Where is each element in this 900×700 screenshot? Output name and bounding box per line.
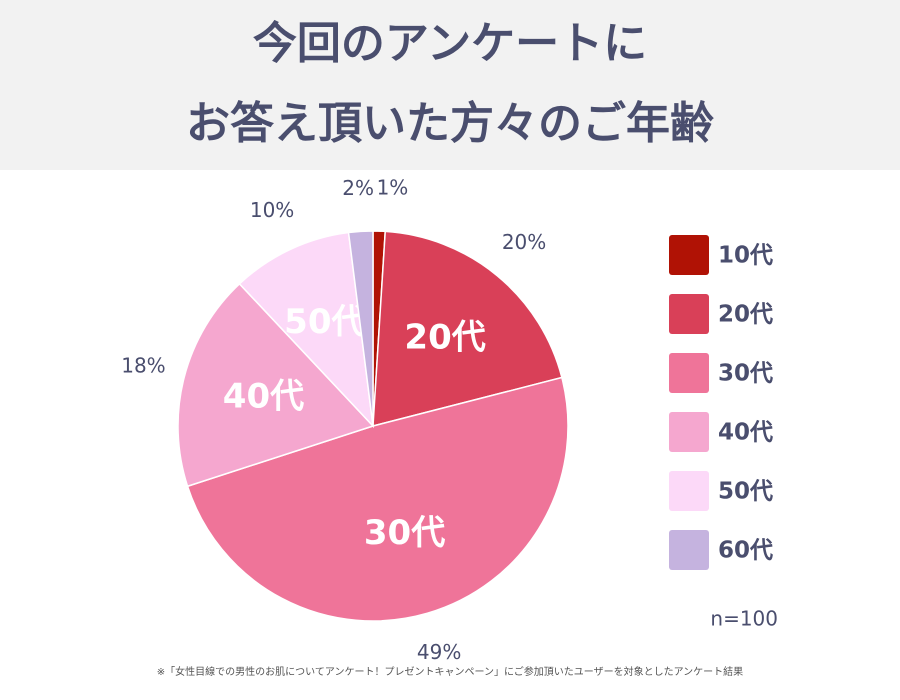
value-label: 18% xyxy=(121,354,165,378)
header-band xyxy=(0,0,900,170)
legend-swatch xyxy=(669,530,709,570)
pie-slice xyxy=(372,230,563,427)
footnote: ※「女性目線での男性のお肌についてアンケート！プレゼントキャンペーン」にご参加頂… xyxy=(157,665,743,678)
chart-title: 今回のアンケートに xyxy=(253,18,647,69)
chart-title: お答え頂いた方々のご年齢 xyxy=(186,98,714,149)
pie-slice xyxy=(177,282,375,488)
value-label: 1% xyxy=(377,176,409,200)
legend-label: 10代 xyxy=(718,243,773,269)
slice-label: 40代 xyxy=(223,376,304,416)
legend-label: 40代 xyxy=(718,420,773,446)
slice-label: 30代 xyxy=(364,513,445,553)
sample-size: n=100 xyxy=(710,607,778,631)
legend-label: 20代 xyxy=(718,302,773,328)
value-label: 49% xyxy=(417,640,461,664)
legend-swatch xyxy=(669,353,709,393)
pie-slice xyxy=(238,231,375,429)
legend-swatch xyxy=(669,471,709,511)
value-label: 2% xyxy=(342,176,374,200)
pie-slice xyxy=(347,230,374,427)
legend-label: 30代 xyxy=(718,361,773,387)
slice-label: 50代 xyxy=(284,302,365,342)
pie-slice xyxy=(186,376,569,622)
legend-swatch xyxy=(669,235,709,275)
legend-label: 50代 xyxy=(718,479,773,505)
value-label: 10% xyxy=(250,198,294,222)
legend-swatch xyxy=(669,412,709,452)
legend-label: 60代 xyxy=(718,538,773,564)
slice-label: 20代 xyxy=(404,317,485,357)
value-label: 20% xyxy=(502,230,546,254)
legend-swatch xyxy=(669,294,709,334)
